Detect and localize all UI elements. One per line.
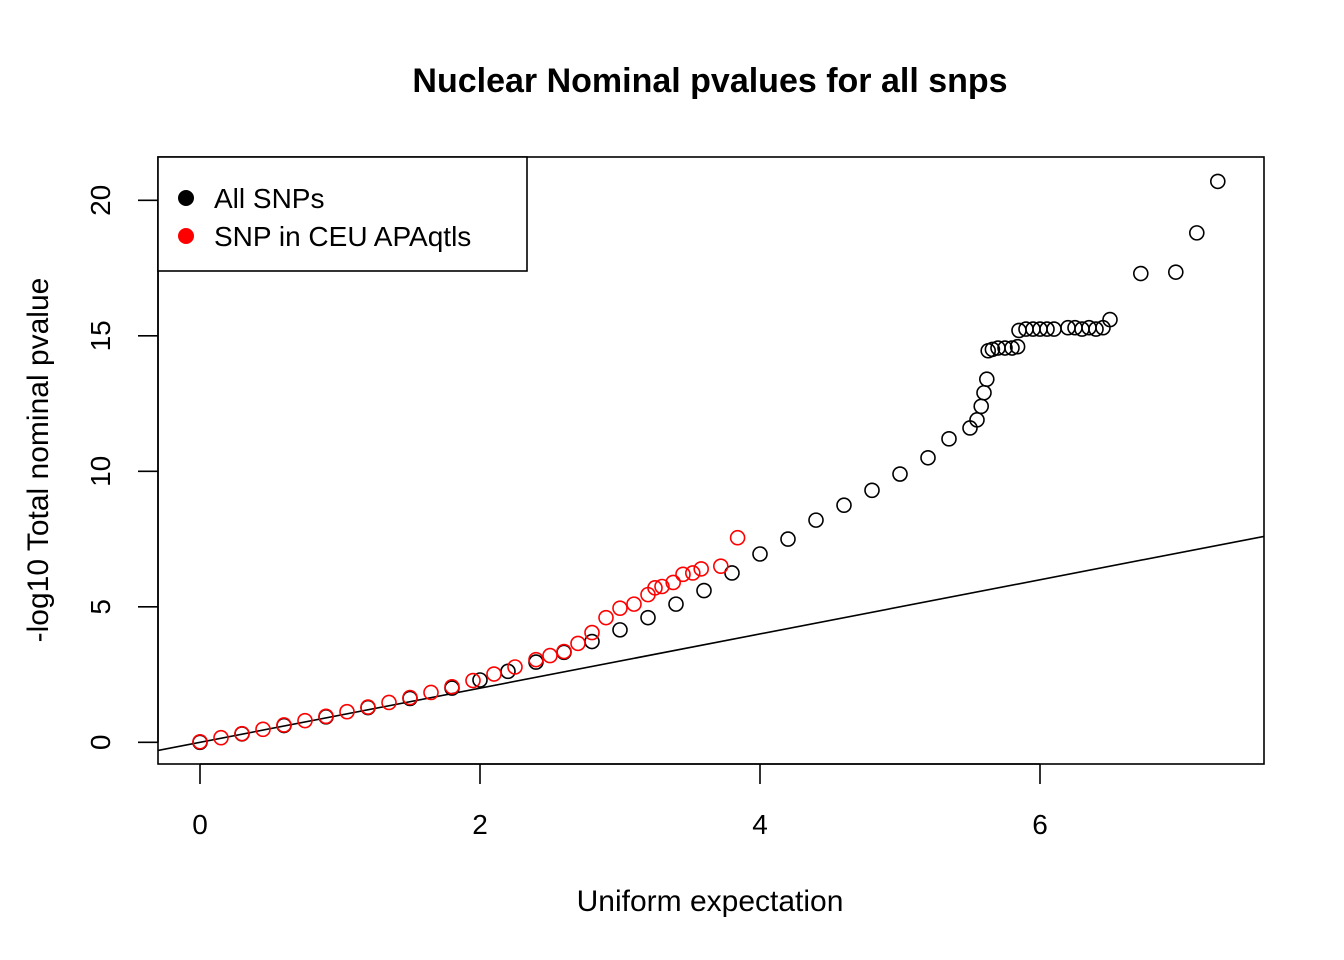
data-point bbox=[729, 529, 746, 546]
data-point bbox=[381, 694, 397, 711]
data-point bbox=[640, 609, 656, 626]
data-point bbox=[780, 531, 796, 547]
legend-label-all-snps: All SNPs bbox=[214, 183, 324, 214]
data-point bbox=[276, 717, 292, 733]
data-point bbox=[213, 729, 229, 746]
reference-line bbox=[158, 535, 1264, 752]
data-point bbox=[665, 574, 682, 591]
data-point bbox=[339, 703, 355, 720]
data-point bbox=[255, 721, 271, 738]
data-point bbox=[486, 666, 502, 682]
chart-title: Nuclear Nominal pvalues for all snps bbox=[412, 62, 1007, 100]
legend-box bbox=[157, 156, 528, 272]
data-point bbox=[941, 431, 957, 447]
data-point bbox=[465, 672, 481, 689]
data-point bbox=[752, 546, 768, 562]
legend-label-ceu-apaqtls: SNP in CEU APAqtls bbox=[214, 221, 471, 252]
data-point bbox=[864, 482, 880, 499]
data-point bbox=[192, 733, 208, 750]
legend: All SNPs SNP in CEU APAqtls bbox=[157, 156, 528, 272]
data-point bbox=[542, 647, 558, 664]
data-point bbox=[297, 712, 313, 729]
y-axis-label: -log10 Total nominal pvalue bbox=[22, 278, 55, 643]
y-axis: 0 5 10 15 20 bbox=[85, 185, 159, 751]
data-point bbox=[1088, 321, 1104, 337]
y-tick-label: 5 bbox=[85, 599, 116, 615]
data-point bbox=[234, 725, 250, 742]
y-tick-label: 15 bbox=[85, 320, 116, 351]
y-tick-label: 10 bbox=[85, 456, 116, 487]
data-point bbox=[978, 371, 995, 388]
data-point bbox=[1009, 338, 1026, 355]
x-tick-label: 2 bbox=[472, 809, 488, 840]
data-point bbox=[528, 651, 544, 668]
data-point bbox=[836, 497, 852, 514]
data-point bbox=[808, 512, 824, 528]
data-point bbox=[997, 340, 1013, 356]
data-point bbox=[472, 672, 488, 688]
x-tick-label: 0 bbox=[192, 809, 208, 840]
data-point bbox=[507, 659, 523, 675]
data-point bbox=[1039, 321, 1055, 337]
y-tick-label: 20 bbox=[85, 185, 116, 216]
data-point bbox=[1210, 173, 1226, 190]
data-point bbox=[724, 565, 740, 581]
data-point bbox=[976, 384, 992, 401]
data-point bbox=[444, 678, 460, 695]
legend-marker-ceu-apaqtls bbox=[178, 228, 194, 244]
data-point bbox=[626, 596, 642, 612]
data-point bbox=[402, 689, 418, 706]
data-point bbox=[654, 578, 670, 595]
data-point bbox=[693, 561, 710, 577]
data-point bbox=[696, 582, 712, 599]
x-tick-label: 4 bbox=[752, 809, 768, 840]
data-point bbox=[570, 635, 586, 652]
data-point bbox=[684, 565, 701, 581]
data-point bbox=[556, 643, 572, 660]
data-point bbox=[1102, 311, 1118, 328]
data-point bbox=[612, 622, 628, 638]
data-point bbox=[584, 624, 600, 641]
data-point bbox=[318, 708, 334, 725]
data-point bbox=[598, 609, 614, 626]
data-point bbox=[423, 684, 439, 701]
data-point bbox=[1004, 340, 1020, 356]
data-point bbox=[675, 566, 691, 583]
x-tick-label: 6 bbox=[1032, 809, 1048, 840]
data-point bbox=[973, 398, 990, 415]
data-point bbox=[647, 580, 663, 596]
legend-marker-all-snps bbox=[178, 190, 194, 206]
data-point bbox=[712, 558, 729, 574]
x-axis: 0 2 4 6 bbox=[192, 763, 1048, 840]
data-point bbox=[360, 699, 376, 715]
series-ceu-apaqtls bbox=[192, 529, 746, 750]
data-point bbox=[668, 596, 684, 612]
data-point bbox=[1189, 225, 1205, 241]
y-tick-label: 0 bbox=[85, 735, 116, 751]
data-point bbox=[1168, 264, 1184, 280]
data-point bbox=[1133, 265, 1149, 282]
x-axis-label: Uniform expectation bbox=[577, 885, 844, 918]
data-point bbox=[612, 600, 628, 616]
data-point bbox=[920, 449, 936, 466]
data-point bbox=[984, 341, 1001, 358]
data-point bbox=[892, 466, 908, 482]
